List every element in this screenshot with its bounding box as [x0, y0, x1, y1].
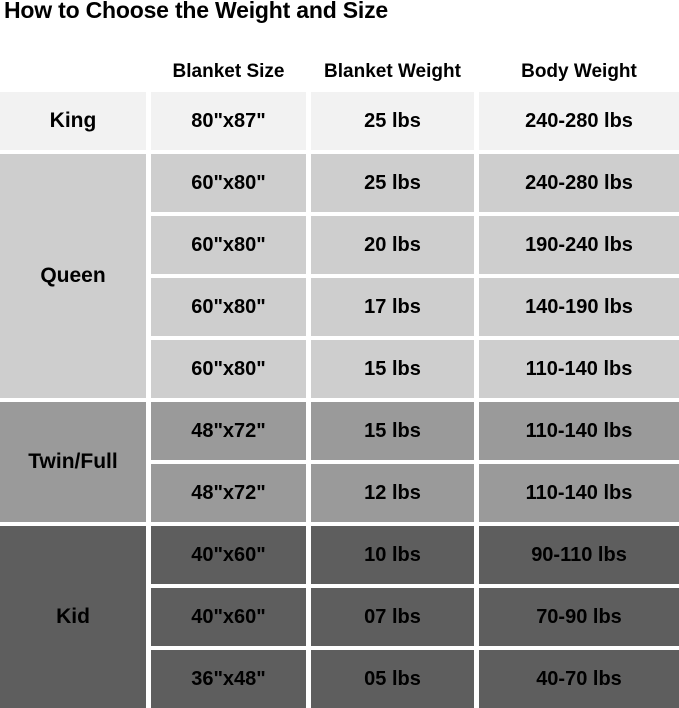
cell-blanket-weight: 07 lbs	[311, 588, 474, 646]
cell-body-weight: 140-190 lbs	[479, 278, 679, 336]
cell-body-weight: 110-140 lbs	[479, 340, 679, 398]
table-row: 60"x80" 25 lbs 240-280 lbs	[151, 154, 679, 212]
cell-blanket-size: 80"x87"	[151, 92, 306, 150]
cell-blanket-weight: 05 lbs	[311, 650, 474, 708]
group-label: King	[0, 92, 146, 150]
cell-body-weight: 240-280 lbs	[479, 92, 679, 150]
cell-blanket-size: 40"x60"	[151, 526, 306, 584]
cell-body-weight: 110-140 lbs	[479, 464, 679, 522]
cell-blanket-size: 36"x48"	[151, 650, 306, 708]
cell-blanket-weight: 25 lbs	[311, 154, 474, 212]
table-row: 48"x72" 12 lbs 110-140 lbs	[151, 464, 679, 522]
group-rows: 40"x60" 10 lbs 90-110 lbs 40"x60" 07 lbs 70-9…	[151, 526, 679, 708]
table-row: 80"x87" 25 lbs 240-280 lbs	[151, 92, 679, 150]
cell-blanket-weight: 15 lbs	[311, 340, 474, 398]
cell-blanket-weight: 12 lbs	[311, 464, 474, 522]
table-row: 60"x80" 20 lbs 190-240 lbs	[151, 216, 679, 274]
table-row: 60"x80" 15 lbs 110-140 lbs	[151, 340, 679, 398]
group-rows: 60"x80" 25 lbs 240-280 lbs 60"x80" 20 lbs 190…	[151, 154, 679, 398]
cell-body-weight: 110-140 lbs	[479, 402, 679, 460]
cell-body-weight: 190-240 lbs	[479, 216, 679, 274]
group-label: Queen	[0, 154, 146, 398]
table-row: 48"x72" 15 lbs 110-140 lbs	[151, 402, 679, 460]
cell-body-weight: 90-110 lbs	[479, 526, 679, 584]
cell-blanket-weight: 25 lbs	[311, 92, 474, 150]
cell-blanket-size: 40"x60"	[151, 588, 306, 646]
cell-blanket-weight: 17 lbs	[311, 278, 474, 336]
table-group-kid: Kid 40"x60" 10 lbs 90-110 lbs 40"x60" 07 lbs 7…	[0, 526, 679, 708]
table-group-twin-full: Twin/Full 48"x72" 15 lbs 110-140 lbs 48"x72"…	[0, 402, 679, 522]
table-row: 40"x60" 10 lbs 90-110 lbs	[151, 526, 679, 584]
cell-blanket-size: 60"x80"	[151, 340, 306, 398]
cell-body-weight: 240-280 lbs	[479, 154, 679, 212]
weight-size-table: King 80"x87" 25 lbs 240-280 lbs Queen 60"x80"…	[0, 92, 679, 708]
table-group-queen: Queen 60"x80" 25 lbs 240-280 lbs 60"x80" 20 l…	[0, 154, 679, 398]
table-row: 36"x48" 05 lbs 40-70 lbs	[151, 650, 679, 708]
cell-blanket-size: 48"x72"	[151, 402, 306, 460]
table-row: 40"x60" 07 lbs 70-90 lbs	[151, 588, 679, 646]
cell-blanket-weight: 20 lbs	[311, 216, 474, 274]
cell-blanket-weight: 10 lbs	[311, 526, 474, 584]
cell-blanket-size: 60"x80"	[151, 154, 306, 212]
cell-blanket-size: 60"x80"	[151, 278, 306, 336]
column-header-body-weight: Body Weight	[521, 61, 637, 82]
table-row: 60"x80" 17 lbs 140-190 lbs	[151, 278, 679, 336]
cell-body-weight: 70-90 lbs	[479, 588, 679, 646]
table-group-king: King 80"x87" 25 lbs 240-280 lbs	[0, 92, 679, 150]
column-header-blanket-size: Blanket Size	[172, 61, 285, 82]
cell-blanket-size: 60"x80"	[151, 216, 306, 274]
cell-blanket-weight: 15 lbs	[311, 402, 474, 460]
cell-body-weight: 40-70 lbs	[479, 650, 679, 708]
group-rows: 80"x87" 25 lbs 240-280 lbs	[151, 92, 679, 150]
group-label: Kid	[0, 526, 146, 708]
cell-blanket-size: 48"x72"	[151, 464, 306, 522]
group-label: Twin/Full	[0, 402, 146, 522]
group-rows: 48"x72" 15 lbs 110-140 lbs 48"x72" 12 lbs 110…	[151, 402, 679, 522]
table-column-headers: Blanket Size Blanket Weight Body Weight	[0, 55, 679, 88]
column-header-blanket-weight: Blanket Weight	[324, 61, 461, 82]
page-title: How to Choose the Weight and Size	[4, 0, 388, 23]
